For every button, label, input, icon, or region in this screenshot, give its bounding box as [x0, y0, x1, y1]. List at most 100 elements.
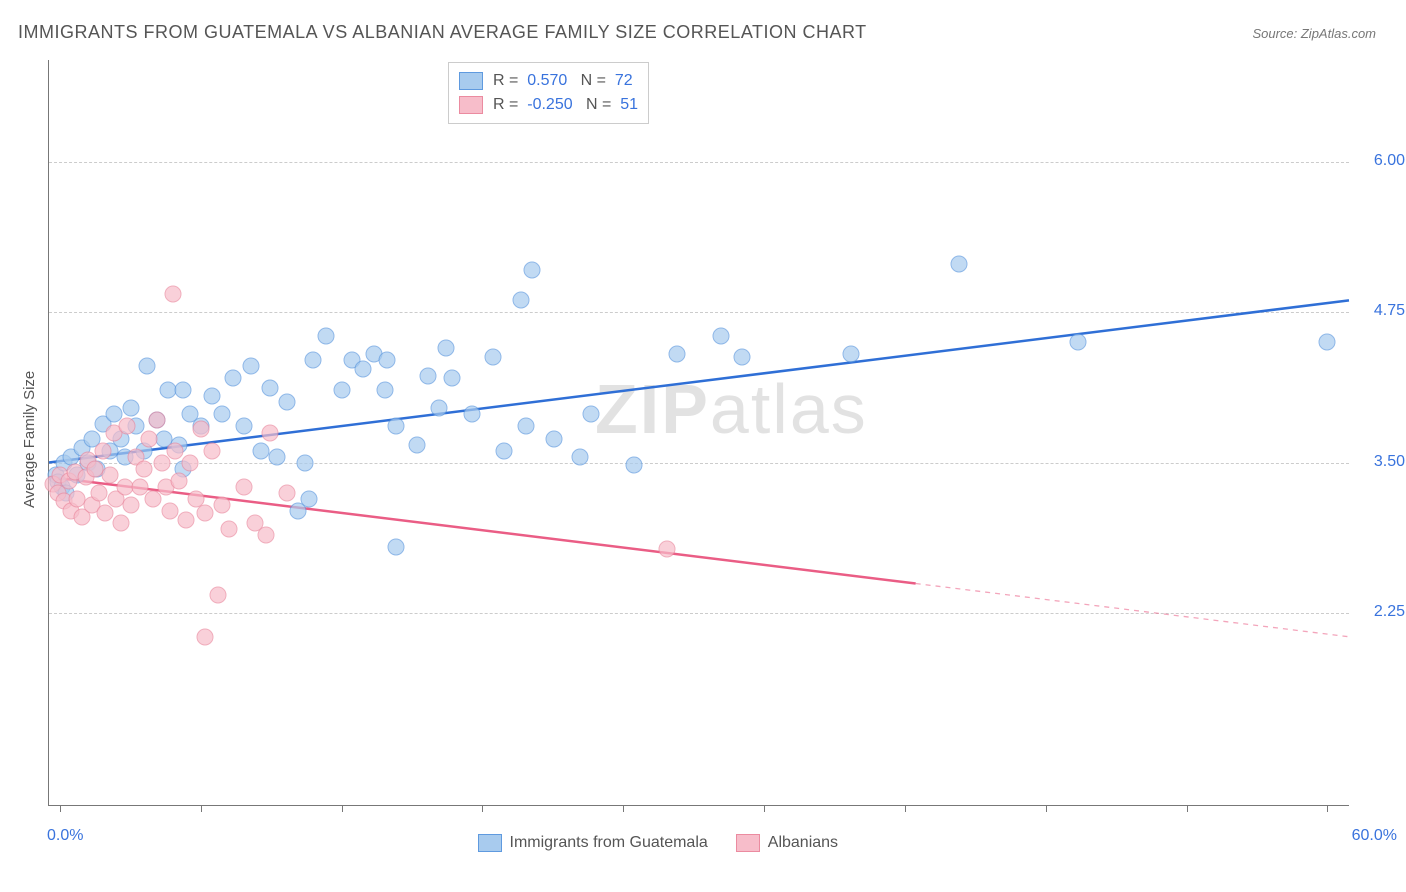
- ytick-label: 6.00: [1355, 152, 1405, 170]
- data-point-albanians: [97, 505, 114, 522]
- chart-container: IMMIGRANTS FROM GUATEMALA VS ALBANIAN AV…: [0, 0, 1406, 892]
- data-point-guatemala: [437, 340, 454, 357]
- data-point-albanians: [236, 478, 253, 495]
- data-point-albanians: [140, 430, 157, 447]
- data-point-albanians: [197, 628, 214, 645]
- data-point-albanians: [136, 460, 153, 477]
- data-point-guatemala: [296, 454, 313, 471]
- xtick: [1187, 805, 1188, 812]
- data-point-guatemala: [626, 456, 643, 473]
- regression-solid-albanians: [49, 477, 916, 584]
- data-point-guatemala: [225, 370, 242, 387]
- plot-area: 2.253.504.756.000.0%60.0%Average Family …: [48, 60, 1349, 806]
- data-point-guatemala: [214, 406, 231, 423]
- data-point-albanians: [95, 442, 112, 459]
- legend-item-albanians: Albanians: [736, 834, 838, 852]
- data-point-guatemala: [951, 256, 968, 273]
- data-point-albanians: [658, 541, 675, 558]
- data-point-guatemala: [318, 328, 335, 345]
- data-point-guatemala: [138, 358, 155, 375]
- data-point-guatemala: [242, 358, 259, 375]
- data-point-albanians: [101, 466, 118, 483]
- data-point-albanians: [171, 472, 188, 489]
- data-point-albanians: [192, 420, 209, 437]
- data-point-guatemala: [333, 382, 350, 399]
- data-point-albanians: [177, 512, 194, 529]
- watermark: ZIPatlas: [595, 369, 868, 449]
- data-point-albanians: [166, 442, 183, 459]
- data-point-albanians: [90, 484, 107, 501]
- ytick-label: 2.25: [1355, 603, 1405, 621]
- xtick: [342, 805, 343, 812]
- xtick: [764, 805, 765, 812]
- x-axis-max: 60.0%: [1352, 827, 1397, 845]
- series-legend: Immigrants from Guatemala Albanians: [478, 834, 839, 852]
- data-point-guatemala: [123, 400, 140, 417]
- legend-label: Immigrants from Guatemala: [510, 834, 708, 852]
- data-point-guatemala: [513, 292, 530, 309]
- data-point-guatemala: [1319, 334, 1336, 351]
- gridline: [49, 312, 1349, 313]
- xtick: [905, 805, 906, 812]
- ytick-label: 3.50: [1355, 453, 1405, 471]
- data-point-albanians: [112, 514, 129, 531]
- data-point-guatemala: [712, 328, 729, 345]
- data-point-albanians: [119, 418, 136, 435]
- data-point-guatemala: [268, 448, 285, 465]
- swatch-icon: [459, 72, 483, 90]
- data-point-guatemala: [379, 352, 396, 369]
- data-point-guatemala: [669, 346, 686, 363]
- chart-title: IMMIGRANTS FROM GUATEMALA VS ALBANIAN AV…: [18, 22, 867, 43]
- swatch-icon: [459, 96, 483, 114]
- data-point-albanians: [145, 490, 162, 507]
- legend-item-guatemala: Immigrants from Guatemala: [478, 834, 708, 852]
- data-point-guatemala: [301, 490, 318, 507]
- data-point-guatemala: [262, 380, 279, 397]
- gridline: [49, 463, 1349, 464]
- data-point-albanians: [214, 496, 231, 513]
- data-point-albanians: [203, 442, 220, 459]
- xtick: [623, 805, 624, 812]
- ytick-label: 4.75: [1355, 302, 1405, 320]
- legend-label: Albanians: [768, 834, 838, 852]
- data-point-albanians: [279, 484, 296, 501]
- data-point-guatemala: [582, 406, 599, 423]
- data-point-guatemala: [485, 348, 502, 365]
- data-point-guatemala: [305, 352, 322, 369]
- data-point-guatemala: [387, 538, 404, 555]
- data-point-guatemala: [355, 360, 372, 377]
- data-point-albanians: [153, 454, 170, 471]
- xtick: [482, 805, 483, 812]
- xtick: [1327, 805, 1328, 812]
- regression-dashed-albanians: [916, 584, 1349, 637]
- xtick: [201, 805, 202, 812]
- data-point-albanians: [181, 454, 198, 471]
- data-point-guatemala: [279, 394, 296, 411]
- data-point-albanians: [257, 526, 274, 543]
- xtick: [60, 805, 61, 812]
- data-point-guatemala: [545, 430, 562, 447]
- data-point-guatemala: [463, 406, 480, 423]
- data-point-albanians: [210, 586, 227, 603]
- stats-text: R = 0.570 N = 72: [493, 72, 633, 90]
- data-point-albanians: [162, 502, 179, 519]
- data-point-albanians: [149, 412, 166, 429]
- data-point-guatemala: [376, 382, 393, 399]
- data-point-guatemala: [409, 436, 426, 453]
- data-point-guatemala: [236, 418, 253, 435]
- x-axis-min: 0.0%: [47, 827, 83, 845]
- stats-row-albanians: R = -0.250 N = 51: [459, 93, 638, 117]
- data-point-albanians: [197, 505, 214, 522]
- data-point-guatemala: [175, 382, 192, 399]
- data-point-guatemala: [524, 262, 541, 279]
- stats-row-guatemala: R = 0.570 N = 72: [459, 69, 638, 93]
- data-point-albanians: [220, 520, 237, 537]
- data-point-albanians: [164, 286, 181, 303]
- stats-text: R = -0.250 N = 51: [493, 96, 638, 114]
- data-point-guatemala: [203, 388, 220, 405]
- data-point-guatemala: [1070, 334, 1087, 351]
- data-point-guatemala: [517, 418, 534, 435]
- data-point-guatemala: [734, 348, 751, 365]
- chart-source: Source: ZipAtlas.com: [1252, 26, 1376, 41]
- xtick: [1046, 805, 1047, 812]
